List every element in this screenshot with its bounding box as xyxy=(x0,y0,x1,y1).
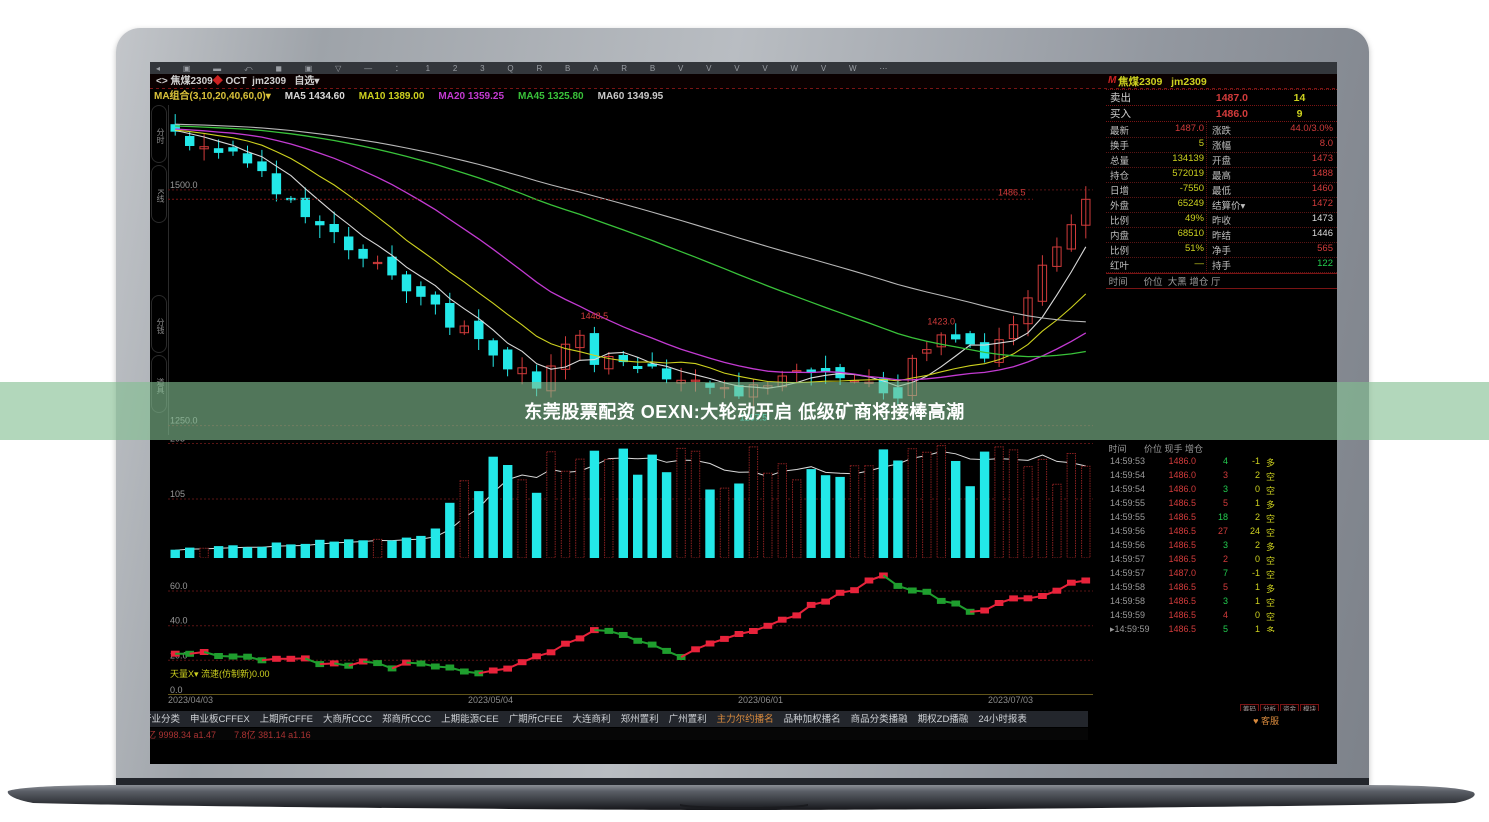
svg-text:1500.0: 1500.0 xyxy=(170,180,198,190)
svg-text:105: 105 xyxy=(170,489,185,499)
svg-text:1423.0: 1423.0 xyxy=(927,316,955,326)
svg-text:40.0: 40.0 xyxy=(170,616,188,626)
svg-text:60.0: 60.0 xyxy=(170,581,188,591)
svg-text:205: 205 xyxy=(170,440,185,444)
svg-text:1486.5: 1486.5 xyxy=(998,187,1026,197)
svg-text:1448.5: 1448.5 xyxy=(581,311,609,321)
svg-text:0.0: 0.0 xyxy=(170,685,183,695)
